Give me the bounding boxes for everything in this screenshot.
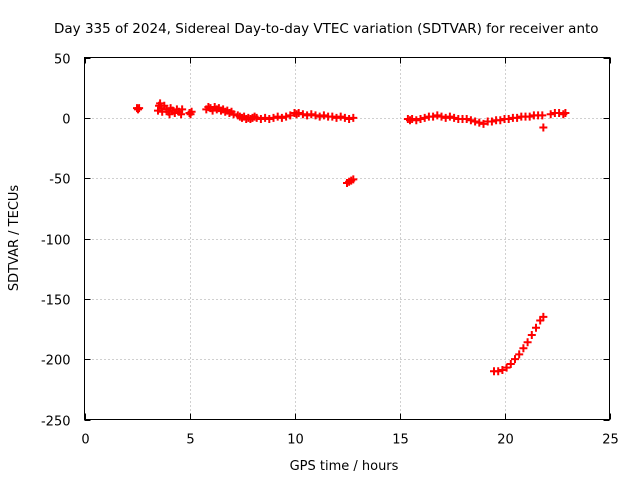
data-point xyxy=(420,113,429,122)
data-point xyxy=(311,111,320,120)
data-point xyxy=(539,123,548,132)
data-point xyxy=(539,312,548,321)
data-point xyxy=(303,111,312,120)
data-point xyxy=(332,113,341,122)
data-point xyxy=(475,118,484,127)
plot-frame xyxy=(84,57,610,420)
data-point xyxy=(336,112,345,121)
data-point xyxy=(450,113,459,122)
data-point xyxy=(177,110,186,119)
data-point xyxy=(319,111,328,120)
data-point xyxy=(462,115,471,124)
data-point xyxy=(282,112,291,121)
data-point xyxy=(277,113,286,122)
data-point xyxy=(187,107,196,116)
data-point xyxy=(294,109,303,118)
data-point xyxy=(506,359,515,368)
data-point xyxy=(408,115,417,124)
data-point xyxy=(429,112,438,121)
x-tick-label: 20 xyxy=(497,433,514,448)
y-tick-label: 0 xyxy=(62,113,70,128)
data-point xyxy=(315,112,324,121)
data-point xyxy=(307,110,316,119)
data-point xyxy=(511,355,519,364)
data-point xyxy=(135,104,144,113)
data-point xyxy=(466,116,475,125)
y-axis-label: SDTVAR / TECUs xyxy=(7,185,22,292)
data-point xyxy=(156,99,165,108)
data-point xyxy=(523,338,532,347)
data-point xyxy=(502,363,511,372)
data-point xyxy=(340,113,349,122)
data-point xyxy=(513,113,522,122)
x-tick-label: 15 xyxy=(392,433,409,448)
data-point xyxy=(273,112,282,121)
data-point xyxy=(538,111,547,120)
data-point xyxy=(345,115,354,124)
data-point xyxy=(487,117,496,126)
data-point xyxy=(416,115,425,124)
data-point xyxy=(178,105,187,114)
data-point xyxy=(433,111,442,120)
data-point xyxy=(412,116,421,125)
data-point xyxy=(437,112,446,121)
data-point xyxy=(261,113,270,122)
data-point xyxy=(494,367,503,376)
data-point xyxy=(286,111,295,120)
x-axis-label: GPS time / hours xyxy=(290,459,399,474)
data-point xyxy=(349,175,358,184)
chart-title: Day 335 of 2024, Sidereal Day-to-day VTE… xyxy=(54,21,599,37)
data-point xyxy=(256,115,265,124)
data-point xyxy=(252,113,261,122)
data-point xyxy=(515,350,524,359)
x-tick-label: 5 xyxy=(186,433,194,448)
y-tick-label: -50 xyxy=(49,173,70,188)
x-tick-label: 0 xyxy=(81,433,89,448)
data-point xyxy=(298,110,307,119)
data-point xyxy=(504,115,513,124)
data-point xyxy=(441,113,450,122)
data-point xyxy=(134,105,143,114)
data-points xyxy=(133,99,570,376)
data-point xyxy=(519,344,528,353)
y-tick-label: -100 xyxy=(41,234,71,249)
data-point xyxy=(498,366,507,375)
data-point xyxy=(496,116,505,125)
y-tick-label: -150 xyxy=(41,294,71,309)
data-point xyxy=(479,119,488,128)
data-point xyxy=(269,113,278,122)
data-point xyxy=(527,331,536,340)
data-point xyxy=(471,117,480,126)
y-tick-label: 50 xyxy=(54,53,71,68)
data-point xyxy=(445,112,454,121)
x-tick-label: 10 xyxy=(287,433,304,448)
data-point xyxy=(532,323,540,332)
x-tick-label: 25 xyxy=(602,433,619,448)
data-point xyxy=(265,115,274,124)
y-tick-label: -200 xyxy=(41,354,71,369)
data-point xyxy=(229,110,238,119)
tick-layer: 0 5 10 15 20 25 50 0 -50 -100 -150 -200 -250 xyxy=(41,53,619,448)
y-tick-label: -250 xyxy=(41,415,71,430)
data-point xyxy=(561,109,570,118)
data-point xyxy=(546,110,555,119)
data-point xyxy=(328,112,337,121)
data-point xyxy=(525,112,534,121)
data-point xyxy=(349,113,358,122)
